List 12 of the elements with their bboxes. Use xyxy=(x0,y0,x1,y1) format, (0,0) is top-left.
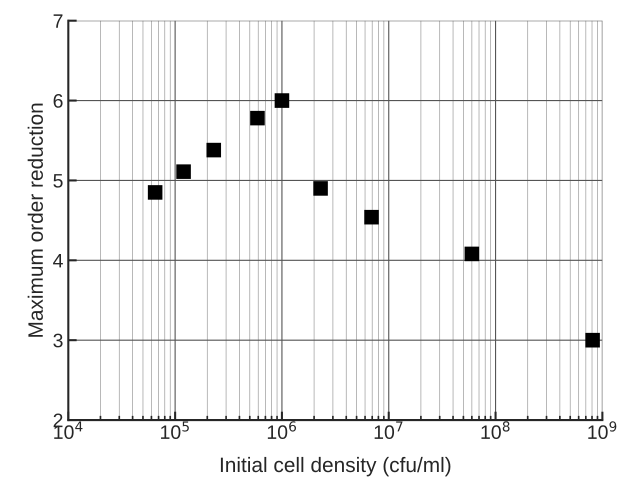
x-tick-label: 10$^{7}$ xyxy=(374,421,402,440)
y-tick-label: 6 xyxy=(54,94,63,108)
x-tick-label: 10$^{6}$ xyxy=(268,421,296,440)
y-tick-label: 7 xyxy=(54,14,62,28)
x-tick-label: 10$^{8}$ xyxy=(481,421,510,440)
y-tick-label: 5 xyxy=(53,174,63,188)
y-tick-label: 3 xyxy=(53,334,63,348)
x-tick-label: 10$^{9}$ xyxy=(588,421,616,440)
y-axis-title: Maximum order reduction xyxy=(28,104,43,337)
x-tick-label: 10$^{5}$ xyxy=(161,421,189,440)
x-axis-title: Initial cell density (cfu/ml) xyxy=(220,456,450,476)
y-tick-label: 4 xyxy=(53,254,63,268)
